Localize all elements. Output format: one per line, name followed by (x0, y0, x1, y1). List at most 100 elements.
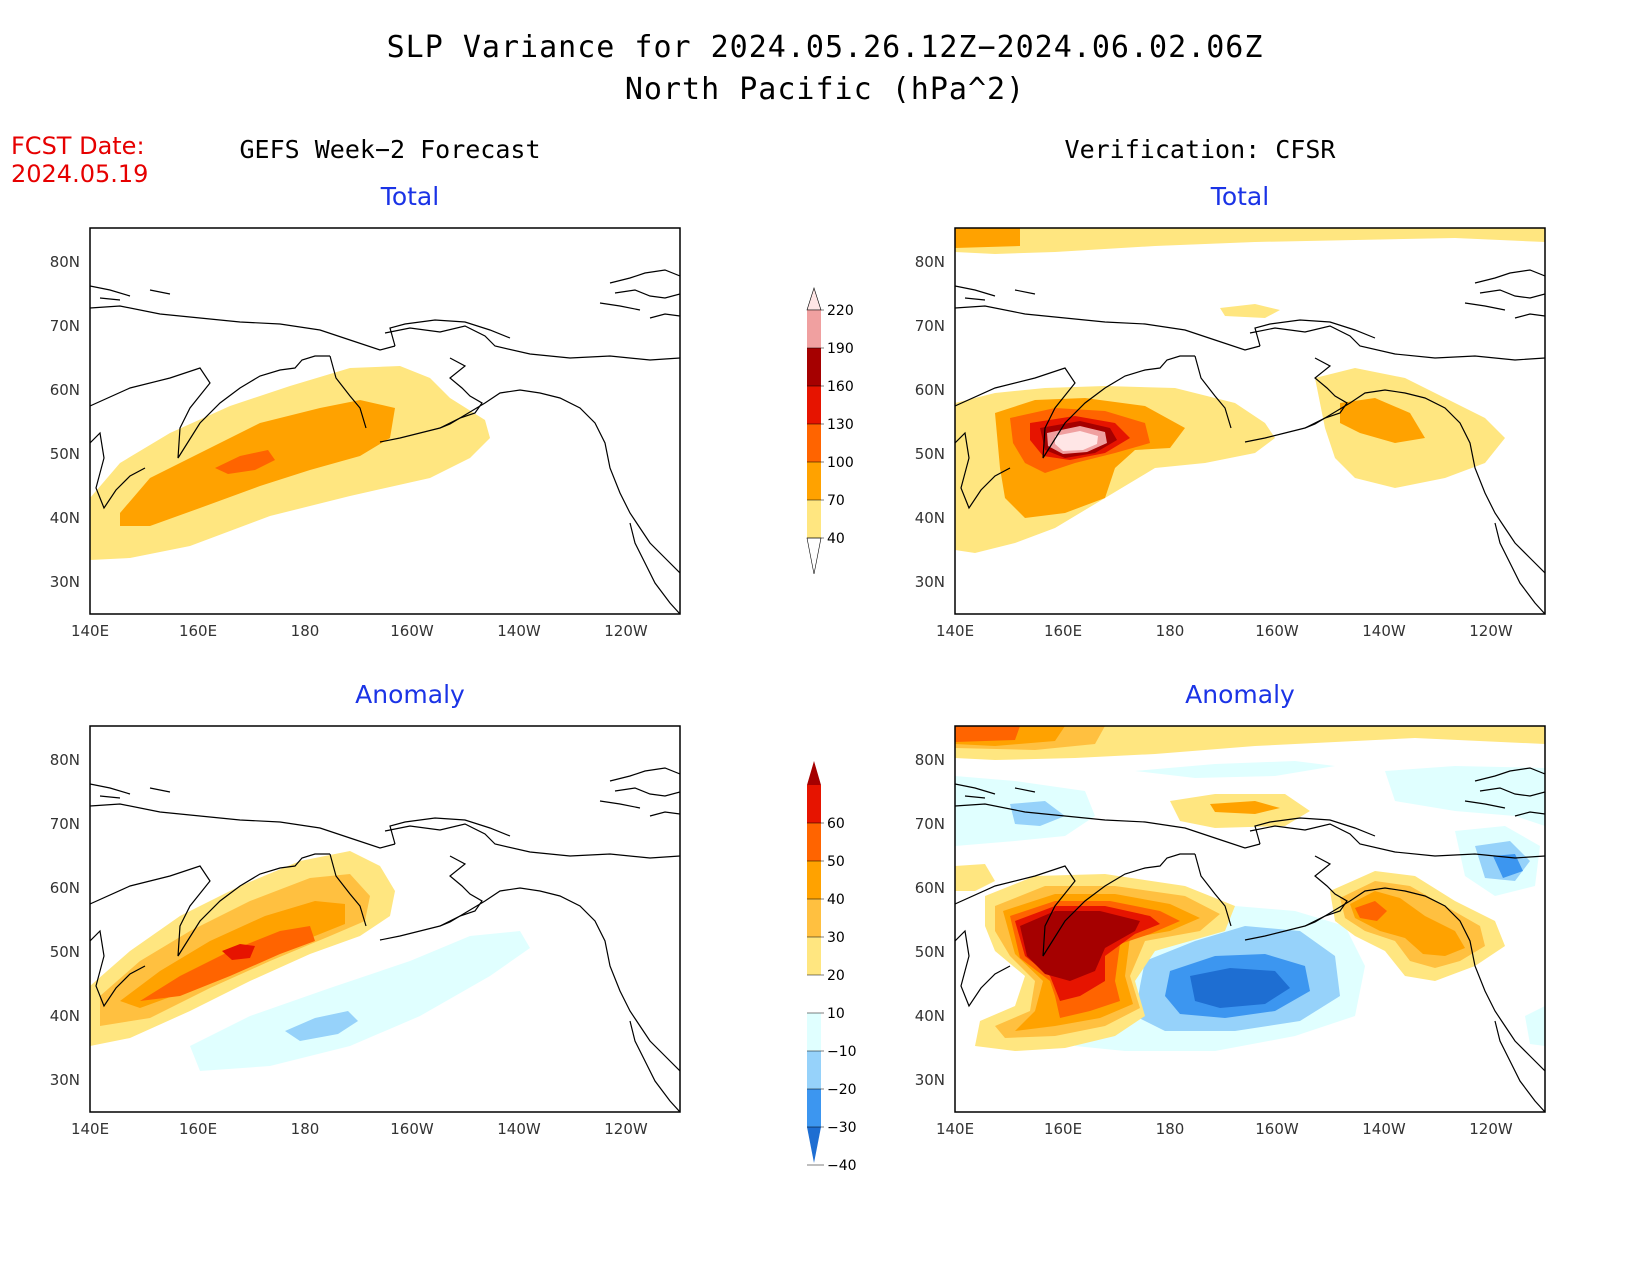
lon-label-140e: 140E (936, 622, 974, 640)
colorbar-anomaly-label: 40 (827, 892, 845, 908)
colorbar-total-label: 130 (827, 417, 854, 433)
lon-axis: 140E 160E 180 160W 140W 120W (71, 1120, 648, 1138)
colorbar-anomaly-swatch (807, 975, 821, 1013)
contour-10-top (955, 726, 1545, 760)
lon-axis: 140E 160E 180 160W 140W 120W (71, 622, 648, 640)
lon-label-140w: 140W (497, 1120, 541, 1138)
colorbar-total-bottom-arrow (806, 537, 822, 575)
contour-30-arctic (1210, 801, 1280, 814)
lat-label-70: 70N (915, 815, 945, 833)
contour-10-west-pos (955, 864, 995, 891)
lat-label-80: 80N (50, 751, 80, 769)
colorbar-anomaly-label: 30 (827, 930, 845, 946)
contour-70-gulf (1340, 398, 1425, 443)
colorbar-anomaly-swatch (807, 1013, 821, 1051)
lon-label-140w: 140W (497, 622, 541, 640)
contour-neg40 (1190, 968, 1290, 1008)
colorbar-total-swatch (807, 462, 821, 500)
lat-label-80: 80N (50, 253, 80, 271)
lon-label-140w: 140W (1362, 622, 1406, 640)
contour-60-kamchatka (1020, 911, 1140, 981)
map-verification-total: 80N 70N 60N 50N 40N 30N 140E 160E 180 16… (915, 227, 1546, 640)
lat-label-60: 60N (50, 381, 80, 399)
colorbar-anomaly-top-arrow (807, 761, 821, 785)
colorbar-anomaly-swatch (807, 823, 821, 861)
map-verification-anomaly: 80N 70N 60N 50N 40N 30N 140E 160E 180 16… (915, 725, 1546, 1138)
colorbar-anomaly-swatch (807, 785, 821, 823)
contour-neg30-ne (1493, 854, 1523, 878)
contour-40-top (955, 726, 1020, 742)
lon-label-160e: 160E (1044, 622, 1082, 640)
lat-label-70: 70N (50, 815, 80, 833)
colorbar-anomaly-label: 20 (827, 968, 845, 984)
colorbar-anomaly-swatch (807, 861, 821, 899)
lat-label-50: 50N (50, 943, 80, 961)
colorbar-total-swatch (807, 310, 821, 348)
lat-label-80: 80N (915, 253, 945, 271)
contour-neg10-east (1385, 766, 1545, 826)
lon-axis: 140E 160E 180 160W 140W 120W (936, 1120, 1513, 1138)
fcst-date-block: FCST Date: 2024.05.19 (11, 132, 148, 188)
lon-label-180: 180 (1156, 622, 1185, 640)
colorbar-total-label: 160 (827, 379, 854, 395)
lat-label-30: 30N (915, 573, 945, 591)
colorbar-total-label: 100 (827, 455, 854, 471)
lat-label-50: 50N (915, 445, 945, 463)
lon-label-160e: 160E (1044, 1120, 1082, 1138)
lon-label-160e: 160E (179, 622, 217, 640)
fcst-date: 2024.05.19 (11, 160, 149, 188)
lon-label-180: 180 (291, 1120, 320, 1138)
colorbar-anomaly-swatch (807, 937, 821, 975)
lon-label-140w: 140W (1362, 1120, 1406, 1138)
panel-title-verification-anomaly: Anomaly (1185, 680, 1295, 709)
lat-label-70: 70N (50, 317, 80, 335)
colorbar-total-swatch (807, 424, 821, 462)
lat-axis: 80N 70N 60N 50N 40N 30N (915, 253, 945, 591)
contour-50 (222, 944, 255, 960)
lat-label-50: 50N (915, 943, 945, 961)
map-forecast-anomaly: 80N 70N 60N 50N 40N 30N 140E 160E 180 16… (50, 725, 681, 1138)
lon-label-140e: 140E (71, 622, 109, 640)
lat-label-50: 50N (50, 445, 80, 463)
lon-label-160w: 160W (390, 622, 434, 640)
lon-label-160w: 160W (1255, 622, 1299, 640)
colorbar-anomaly-label: −20 (827, 1082, 857, 1098)
lat-label-30: 30N (915, 1071, 945, 1089)
colorbar-total-swatch (807, 386, 821, 424)
colorbar-total-top-arrow (806, 287, 822, 311)
lat-axis: 80N 70N 60N 50N 40N 30N (915, 751, 945, 1089)
lat-label-60: 60N (50, 879, 80, 897)
lat-label-30: 30N (50, 573, 80, 591)
contour-40-arctic (1220, 304, 1280, 318)
colorbar-anomaly-label: 60 (827, 816, 845, 832)
colorbar-anomaly-bottom-arrow (807, 1127, 821, 1163)
fcst-label: FCST Date: (11, 132, 145, 160)
lat-label-60: 60N (915, 879, 945, 897)
contour-40 (140, 926, 315, 1001)
lat-label-80: 80N (915, 751, 945, 769)
lat-label-70: 70N (915, 317, 945, 335)
right-column-title: Verification: CFSR (1064, 135, 1336, 164)
left-column-title: GEFS Week−2 Forecast (239, 135, 541, 164)
lon-label-180: 180 (291, 622, 320, 640)
contour-100 (215, 450, 275, 474)
colorbar-anomaly-label: −30 (827, 1120, 857, 1136)
lon-label-160w: 160W (390, 1120, 434, 1138)
lat-label-40: 40N (915, 509, 945, 527)
colorbar-anomaly-label: −40 (827, 1158, 857, 1174)
colorbar-total-swatch (807, 348, 821, 386)
lon-label-160e: 160E (179, 1120, 217, 1138)
panel-title-forecast-total: Total (380, 182, 440, 211)
main-subtitle: North Pacific (hPa^2) (624, 72, 1026, 107)
panel-title-verification-total: Total (1210, 182, 1270, 211)
lat-label-40: 40N (915, 1007, 945, 1025)
lon-label-120w: 120W (604, 1120, 648, 1138)
colorbar-total-label: 220 (827, 303, 854, 319)
colorbar-total-label: 190 (827, 341, 854, 357)
panel-title-forecast-anomaly: Anomaly (355, 680, 465, 709)
colorbar-total-label: 70 (827, 493, 845, 509)
colorbar-total-label: 40 (827, 531, 845, 547)
contour-neg20 (285, 1011, 358, 1041)
contour-neg10-north (1135, 761, 1335, 778)
contour-neg10 (190, 931, 530, 1071)
